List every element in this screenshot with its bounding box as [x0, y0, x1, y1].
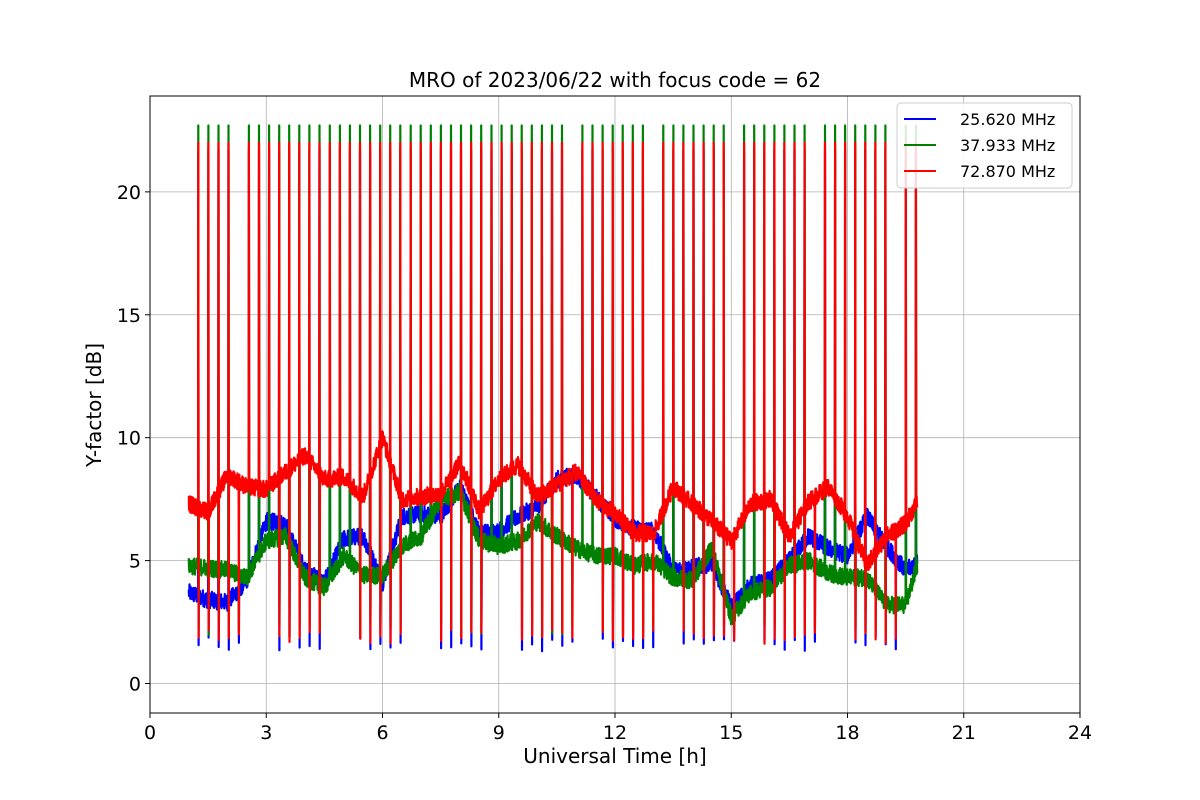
legend-label: 72.870 MHz — [960, 162, 1055, 181]
x-tick-label: 12 — [603, 722, 627, 744]
x-tick-label: 18 — [835, 722, 859, 744]
x-axis-title: Universal Time [h] — [523, 744, 706, 768]
plot-area — [187, 124, 919, 653]
plot-frame — [149, 95, 1081, 714]
y-axis: 0 5 10 15 20 — [117, 182, 150, 696]
chart-title: MRO of 2023/06/22 with focus code = 62 — [409, 68, 821, 92]
y-tick-label: 15 — [117, 305, 141, 327]
y-tick-label: 10 — [117, 428, 141, 450]
x-tick-label: 3 — [260, 722, 272, 744]
x-tick-label: 21 — [952, 722, 976, 744]
x-axis: 0 3 6 9 12 15 18 21 24 — [144, 713, 1092, 744]
x-tick-label: 24 — [1068, 722, 1092, 744]
x-tick-label: 15 — [719, 722, 743, 744]
legend-frame — [896, 102, 1073, 189]
x-tick-label: 0 — [144, 722, 156, 744]
x-tick-label: 9 — [493, 722, 505, 744]
series-line-3 — [187, 141, 919, 645]
legend-label: 25.620 MHz — [960, 110, 1055, 129]
y-axis-title: Y-factor [dB] — [82, 343, 106, 468]
x-tick-label: 6 — [376, 722, 388, 744]
y-tick-label: 20 — [117, 182, 141, 204]
legend-label: 37.933 MHz — [960, 136, 1055, 155]
legend: 25.620 MHz 37.933 MHz 72.870 MHz — [896, 102, 1073, 189]
y-tick-label: 5 — [129, 551, 141, 573]
y-tick-label: 0 — [129, 674, 141, 696]
